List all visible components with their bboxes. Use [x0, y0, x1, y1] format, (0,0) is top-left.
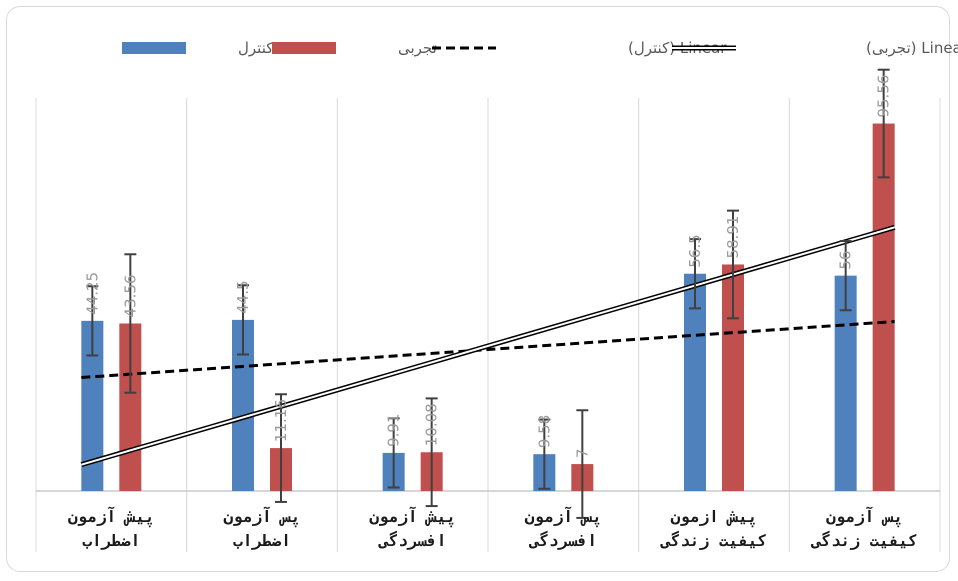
legend-label-control: کنترل — [238, 39, 274, 57]
legend-swatch-control — [122, 42, 186, 54]
category-label: اضطراب — [82, 531, 140, 550]
legend-label-trend-experimental: Linear (تجربی) — [866, 39, 958, 57]
data-label: 56 — [837, 251, 855, 270]
category-label: پس آزمون — [223, 506, 300, 527]
data-label: 95.56 — [875, 75, 893, 118]
category-label: پیش آزمون — [369, 506, 456, 527]
legend: کنترلتجربیLinear (کنترل)Linear (تجربی) — [122, 39, 958, 57]
data-label: 9.58 — [535, 415, 553, 448]
data-label: 44.25 — [83, 272, 101, 315]
data-label: 56.5 — [686, 234, 704, 267]
legend-swatch-experimental — [272, 42, 336, 54]
data-label: 10.08 — [423, 403, 441, 446]
category-label: افسردگی — [378, 530, 446, 550]
category-label: پیش ازمون — [671, 507, 758, 527]
data-label: 9.91 — [385, 413, 403, 446]
category-label: افسردگی — [529, 530, 597, 550]
category-axis: پیش آزمون اضطراب پس آزمون اضطراب پیش آزمون اف… — [68, 506, 918, 550]
data-label: 43.56 — [121, 275, 139, 318]
category-label: کیفیت زندگی — [660, 530, 767, 550]
data-label: 44.5 — [234, 280, 252, 313]
legend-label-experimental: تجربی — [398, 39, 437, 57]
data-label: 11.16 — [272, 399, 290, 442]
category-label: پس آزمون — [826, 506, 903, 527]
category-label: پیش آزمون — [68, 506, 155, 527]
bar-experimental-5 — [873, 124, 895, 491]
category-label: اضطراب — [233, 531, 291, 550]
category-label: کیفیت زندگی — [811, 530, 918, 550]
data-label: 7 — [573, 449, 591, 459]
data-label: 58.91 — [724, 216, 742, 259]
category-dividers — [36, 98, 940, 552]
category-label: پس آزمون — [525, 506, 602, 527]
